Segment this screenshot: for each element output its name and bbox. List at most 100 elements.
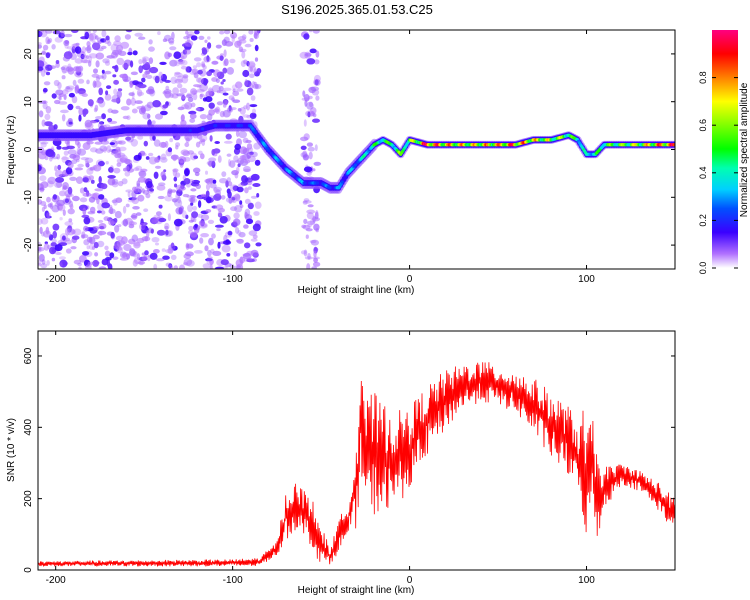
spectrogram-cell [85,160,90,168]
spectrogram-cell [219,30,225,35]
spectrogram-cell [95,148,104,154]
spectrogram-cell [101,69,105,74]
spectrogram-cell [190,188,197,192]
spectrogram-cell [189,113,197,119]
spectrogram-cell [45,71,51,76]
spectrogram-cell [193,217,197,223]
spectrogram-cell [312,118,320,123]
spectrogram-cell [122,252,129,259]
spectrogram-cell [209,183,217,189]
spectrogram-cell [196,62,202,68]
spectrogram-cell [188,128,192,132]
spectrogram-cell [311,266,317,269]
spectrogram-cell [177,106,185,111]
spectrogram-cell [181,210,187,219]
spectrogram-cell [213,193,222,201]
spectrogram-cell [131,196,140,205]
spectrogram-cell [213,69,221,78]
spectrogram-cell [86,45,92,54]
spectrogram-cell [100,45,107,50]
spectrogram-cell [233,212,240,219]
spectrogram-cell [303,94,310,102]
spectrogram-cell [199,237,204,244]
spectrogram-cell [97,240,105,248]
spectrogram-cell [190,35,198,41]
snr-ytick-label: 0 [23,567,34,573]
spectrogram-cell [306,142,313,147]
spectrogram-cell [50,242,57,247]
spectrogram-cell [65,193,74,198]
spectrogram-cell [138,170,147,178]
spectrogram-cell [220,81,224,85]
spectrogram-cell [237,108,242,112]
spectrogram-cell [93,241,99,249]
spectrogram-cell [83,217,91,225]
spectrogram-cell [188,219,194,223]
spectrogram-cell [252,234,258,240]
spectrogram-cell [54,99,61,105]
spectrogram-cell [77,148,87,156]
spectrogram-cell [193,57,202,62]
spectrogram-cell [53,79,60,87]
spectrogram-cell [157,31,161,36]
spectrogram-cell [256,68,262,74]
spectrogram-cell [303,33,310,40]
spectrogram-cell [303,133,310,141]
spectrogram-cell [61,75,66,80]
spectrogram-cell [63,150,69,156]
spectrogram-cell [247,60,256,69]
spectrogram-cell [43,67,48,73]
spectrogram-cell [236,88,244,92]
spectrogram-cell [114,210,122,219]
spectrogram-cell [205,183,211,191]
spectrogram-cell [179,160,184,168]
spectrogram-cell [77,262,83,267]
spectrogram-cell [85,55,90,59]
spectrogram-cell [198,220,206,226]
spectrogram-cell [193,155,198,159]
spectrogram-cell [279,162,283,166]
spectrogram-cell [205,178,214,185]
spectrogram-cell [231,170,239,176]
spectrogram-cell [116,162,122,167]
spectrogram-xlabel: Height of straight line (km) [298,285,415,296]
spectrogram-cell [40,263,48,269]
spectrogram-cell [209,264,213,269]
spectrogram-cell [53,124,58,130]
spectrogram-cell [292,173,296,177]
spectrogram-cell [149,188,155,192]
spectrogram-cell [185,66,190,73]
spectrogram-cell [307,223,312,228]
spectrogram-cell [202,263,211,269]
spectrogram-cell [135,212,142,216]
spectrogram-cell [205,190,210,198]
spectrogram-cell [95,76,100,82]
spectrogram-cell [152,100,161,108]
spectrogram-cell [199,93,205,98]
spectrogram-cell [38,151,47,160]
spectrogram-cell [225,239,230,245]
spectrogram-cell [244,43,252,48]
spectrogram-cell [132,251,138,258]
spectrogram-cell [54,36,63,43]
spectrogram-cell [133,167,140,172]
spectrogram-cell [62,185,68,190]
spectrogram-cell [97,230,107,236]
spectrogram-cell [313,223,320,231]
spectrogram-cell [171,245,178,251]
spectrogram-cell [193,72,199,79]
spectrogram-cell [138,59,143,65]
spectrogram-cell [306,212,314,220]
spectrogram-cell [235,166,240,174]
spectrogram-cell [69,203,74,210]
spectrogram-cell [91,73,100,78]
spectrogram-cell [107,117,113,123]
spectrogram-cell [132,50,138,56]
spectrogram-ytick-label: 20 [23,48,34,60]
spectrogram-cell [309,48,317,54]
spectrogram-cell [250,173,260,181]
spectrogram-cell [97,121,104,130]
spectrogram-cell [78,266,82,269]
spectrogram-cell [306,58,316,65]
